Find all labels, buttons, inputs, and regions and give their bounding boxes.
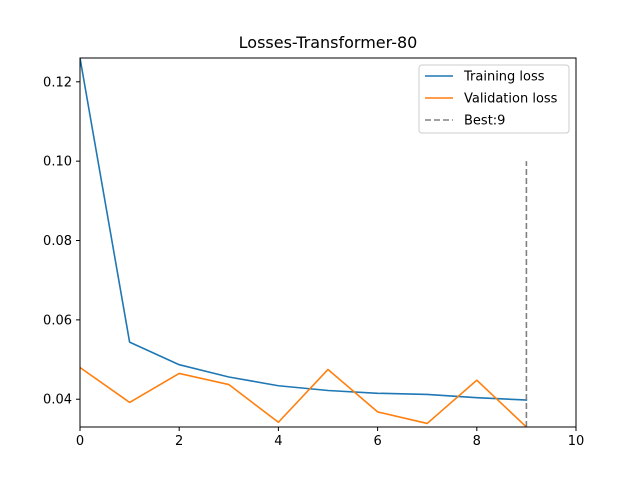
x-tick-label: 2 <box>175 434 183 449</box>
y-tick-label: 0.10 <box>43 155 72 170</box>
y-tick-label: 0.06 <box>43 313 72 328</box>
legend-box <box>418 64 570 134</box>
x-tick-label: 8 <box>473 434 481 449</box>
legend-label: Training loss <box>463 70 545 85</box>
plot-area <box>80 58 528 427</box>
y-tick-label: 0.08 <box>43 234 72 249</box>
series-line-training-loss <box>80 58 528 401</box>
x-tick-label: 6 <box>373 434 381 449</box>
y-tick-label: 0.12 <box>43 75 72 90</box>
y-tick-label: 0.04 <box>43 393 72 408</box>
x-tick-label: 4 <box>274 434 282 449</box>
x-tick-label: 0 <box>76 434 84 449</box>
x-tick-label: 10 <box>568 434 585 449</box>
axes-frame <box>79 57 577 428</box>
series-line-validation-loss <box>80 366 528 427</box>
legend-label: Validation loss <box>464 92 558 107</box>
legend-label: Best:9 <box>464 114 505 129</box>
chart-title: Losses-Transformer-80 <box>239 33 418 52</box>
